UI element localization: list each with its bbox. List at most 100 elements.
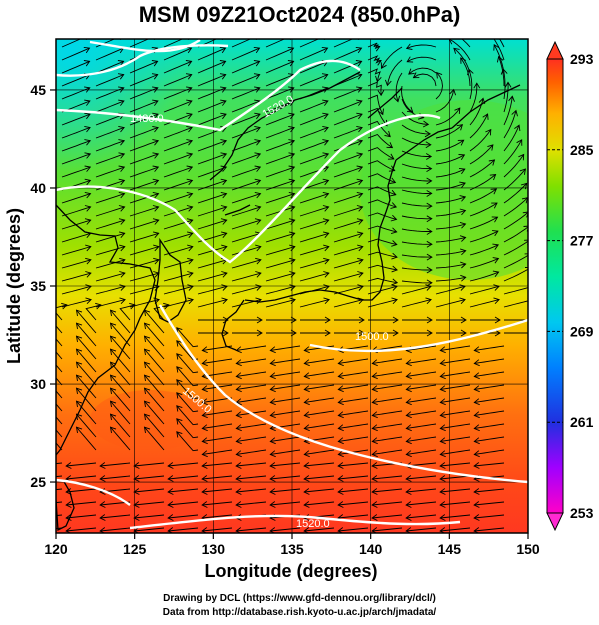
streamline-arrow: [289, 297, 296, 305]
streamline: [129, 232, 159, 243]
streamline-arrow: [303, 488, 310, 495]
streamline-arrow: [255, 297, 262, 305]
streamline: [231, 47, 260, 61]
streamline: [299, 285, 330, 295]
streamline: [231, 179, 261, 191]
streamline: [176, 392, 199, 413]
streamline-arrow: [355, 60, 363, 67]
streamline: [474, 358, 505, 364]
streamline: [95, 219, 125, 230]
streamline-arrow: [118, 139, 126, 146]
streamline-arrow: [187, 257, 194, 265]
streamline: [110, 387, 131, 412]
streamline: [163, 87, 192, 100]
streamline: [100, 527, 131, 532]
streamline-arrow: [439, 411, 446, 419]
streamline-arrow: [303, 424, 310, 432]
streamline-arrow: [439, 514, 446, 521]
streamline: [299, 60, 328, 74]
streamline: [435, 299, 466, 308]
streamline-arrow: [153, 271, 160, 278]
colorbar-tick-label: 285: [570, 142, 594, 158]
streamline-arrow: [253, 46, 261, 54]
streamline: [56, 488, 63, 491]
streamline-arrow: [408, 68, 415, 75]
streamline: [270, 527, 301, 532]
streamline: [299, 232, 329, 243]
streamline-arrow: [491, 216, 499, 223]
streamline: [503, 110, 517, 139]
streamline-arrow: [303, 372, 310, 380]
streamline: [338, 488, 369, 493]
streamline: [95, 100, 125, 113]
streamline: [367, 94, 384, 115]
streamline: [372, 384, 403, 390]
streamline-arrow: [454, 107, 461, 114]
streamline: [503, 183, 528, 204]
streamline: [110, 348, 131, 373]
streamline: [440, 501, 471, 506]
streamline-arrow: [235, 462, 242, 469]
streamline: [129, 113, 159, 126]
streamline: [299, 153, 329, 165]
streamline: [468, 69, 473, 100]
streamline-arrow: [152, 231, 160, 238]
streamline-arrow: [84, 152, 92, 159]
streamline: [76, 387, 97, 412]
streamline-arrow: [371, 450, 378, 458]
streamline-arrow: [176, 405, 183, 412]
streamline-arrow: [118, 191, 126, 199]
streamline: [406, 345, 437, 351]
streamline: [202, 345, 233, 351]
streamline-arrow: [439, 475, 446, 482]
streamline: [333, 100, 363, 113]
streamline: [144, 335, 165, 360]
streamline-arrow: [439, 385, 446, 393]
streamline: [134, 462, 165, 467]
streamline: [134, 488, 165, 493]
streamline: [56, 403, 63, 412]
streamline: [386, 59, 403, 86]
streamline-arrow: [337, 450, 344, 458]
y-axis-label: Latitude (degrees): [4, 208, 24, 364]
streamline-arrow: [524, 239, 528, 246]
streamline: [231, 232, 261, 243]
streamline: [401, 228, 432, 232]
streamline-arrow: [167, 501, 174, 508]
streamline: [440, 358, 471, 364]
streamline: [176, 405, 199, 426]
streamline: [503, 268, 528, 282]
streamline: [503, 240, 528, 256]
streamline-arrow: [519, 168, 526, 175]
streamline-arrow: [254, 205, 262, 212]
streamline-arrow: [303, 514, 310, 521]
streamline: [95, 113, 125, 126]
streamline-arrow: [392, 329, 399, 337]
streamline-arrow: [392, 316, 399, 324]
streamline: [163, 74, 192, 87]
streamline-arrow: [516, 139, 523, 146]
streamline: [56, 416, 63, 425]
streamline: [270, 397, 301, 403]
streamline: [367, 199, 397, 208]
streamline-arrow: [371, 437, 378, 445]
streamline: [469, 83, 478, 113]
streamline-arrow: [482, 113, 489, 120]
streamline: [61, 140, 91, 152]
streamline-arrow: [83, 46, 91, 54]
streamline-arrow: [187, 244, 194, 252]
streamline-arrow: [425, 297, 432, 305]
streamline: [168, 527, 199, 532]
streamline-arrow: [235, 385, 242, 393]
streamline: [406, 475, 437, 480]
streamline: [129, 127, 159, 139]
streamline-arrow: [467, 68, 474, 76]
streamline: [231, 246, 261, 256]
streamline-arrow: [405, 411, 412, 419]
streamline: [66, 501, 97, 506]
wind-streamlines: [56, 39, 528, 533]
streamline: [144, 387, 165, 412]
streamline-arrow: [323, 284, 330, 291]
streamline: [110, 374, 131, 399]
streamline-arrow: [459, 221, 467, 229]
